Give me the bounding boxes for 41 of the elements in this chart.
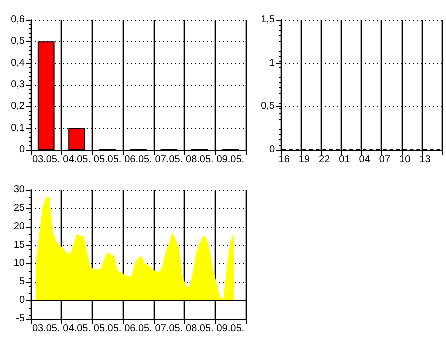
x-tick-label: 04.05. [63,154,91,166]
y-tick-label: 0 [269,144,276,156]
x-tick-label: 07 [379,154,391,166]
y-tick-label: 0,5 [261,101,276,112]
x-tick-label: 10 [400,154,412,166]
y-tick-label: -5 [16,314,26,324]
y-tick-label: 0,6 [11,14,26,26]
x-tick-label: 01 [339,154,351,166]
y-tick-label: 0,4 [11,58,26,69]
y-tick-label: 5 [19,276,26,288]
y-tick-label: 0 [19,295,26,306]
x-tick-label: 07.05. [155,154,184,166]
x-tick-label: 04 [359,154,371,166]
y-tick-label: 10 [14,258,26,270]
x-tick-label: 22 [319,154,331,166]
y-tick-label: 0 [19,144,26,156]
x-tick-label: 09.05. [216,324,245,334]
x-tick-label: 06.05. [124,154,152,166]
y-tick-label: 15 [14,240,26,251]
y-tick-label: 20 [14,221,26,232]
x-tick-label: 03.05. [32,154,60,166]
x-tick-label: 08.05. [186,324,214,334]
y-tick-label: 0,5 [11,36,26,48]
y-tick-label: 0,3 [11,80,26,90]
x-tick-label: 08.05. [186,154,214,166]
y-tick-label: 0,2 [11,101,26,112]
x-tick-label: 09.05. [216,154,245,166]
x-tick-label: 13 [420,154,432,166]
x-tick-label: 06.05. [124,324,152,334]
x-tick-label: 16 [278,154,290,166]
x-tick-label: 07.05. [155,324,184,334]
x-tick-label: 04.05. [63,324,91,334]
x-tick-label: 05.05. [94,324,122,334]
x-tick-label: 19 [298,154,310,166]
y-tick-label: 30 [14,184,26,196]
y-tick-label: 1,5 [261,14,276,26]
y-tick-label: 1 [269,58,276,69]
y-tick-label: 0,1 [11,122,26,134]
y-tick-label: 25 [14,202,26,214]
x-tick-label: 03.05. [32,324,60,334]
x-tick-label: 05.05. [94,154,122,166]
